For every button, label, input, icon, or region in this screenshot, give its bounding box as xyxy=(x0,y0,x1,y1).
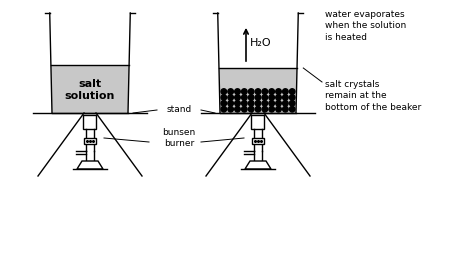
Circle shape xyxy=(269,106,274,112)
Circle shape xyxy=(283,95,288,100)
Circle shape xyxy=(290,89,295,94)
Bar xyxy=(83,115,97,129)
Circle shape xyxy=(262,95,268,100)
Circle shape xyxy=(255,101,261,106)
Circle shape xyxy=(248,101,254,106)
Circle shape xyxy=(255,95,261,100)
Polygon shape xyxy=(245,161,271,169)
Circle shape xyxy=(255,106,261,112)
Polygon shape xyxy=(51,65,129,113)
Text: bunsen
burner: bunsen burner xyxy=(163,128,196,148)
Text: H₂O: H₂O xyxy=(250,37,272,47)
Circle shape xyxy=(242,106,247,112)
Circle shape xyxy=(290,101,295,106)
Circle shape xyxy=(276,95,282,100)
Circle shape xyxy=(283,101,288,106)
Circle shape xyxy=(221,95,227,100)
Circle shape xyxy=(228,106,233,112)
Circle shape xyxy=(248,89,254,94)
Circle shape xyxy=(242,101,247,106)
Circle shape xyxy=(283,89,288,94)
Text: salt
solution: salt solution xyxy=(65,79,115,101)
Circle shape xyxy=(262,101,268,106)
Circle shape xyxy=(242,89,247,94)
Bar xyxy=(252,138,264,144)
Circle shape xyxy=(235,95,240,100)
Circle shape xyxy=(228,101,233,106)
Circle shape xyxy=(228,95,233,100)
Bar xyxy=(252,115,264,129)
Text: stand: stand xyxy=(166,106,191,115)
Text: salt crystals
remain at the
bottom of the beaker: salt crystals remain at the bottom of th… xyxy=(325,80,421,112)
Circle shape xyxy=(290,95,295,100)
Circle shape xyxy=(221,101,227,106)
Circle shape xyxy=(242,95,247,100)
Polygon shape xyxy=(77,161,103,169)
Circle shape xyxy=(248,95,254,100)
Circle shape xyxy=(269,101,274,106)
Circle shape xyxy=(276,106,282,112)
Circle shape xyxy=(221,106,227,112)
Circle shape xyxy=(276,101,282,106)
Circle shape xyxy=(262,89,268,94)
Circle shape xyxy=(255,89,261,94)
Circle shape xyxy=(269,89,274,94)
Circle shape xyxy=(276,89,282,94)
Polygon shape xyxy=(219,68,297,113)
Circle shape xyxy=(228,89,233,94)
Circle shape xyxy=(221,89,227,94)
Circle shape xyxy=(235,101,240,106)
Text: water evaporates
when the solution
is heated: water evaporates when the solution is he… xyxy=(325,10,406,42)
Circle shape xyxy=(235,89,240,94)
Circle shape xyxy=(283,106,288,112)
Circle shape xyxy=(248,106,254,112)
Circle shape xyxy=(262,106,268,112)
Bar xyxy=(84,138,96,144)
Circle shape xyxy=(269,95,274,100)
Circle shape xyxy=(290,106,295,112)
Circle shape xyxy=(235,106,240,112)
